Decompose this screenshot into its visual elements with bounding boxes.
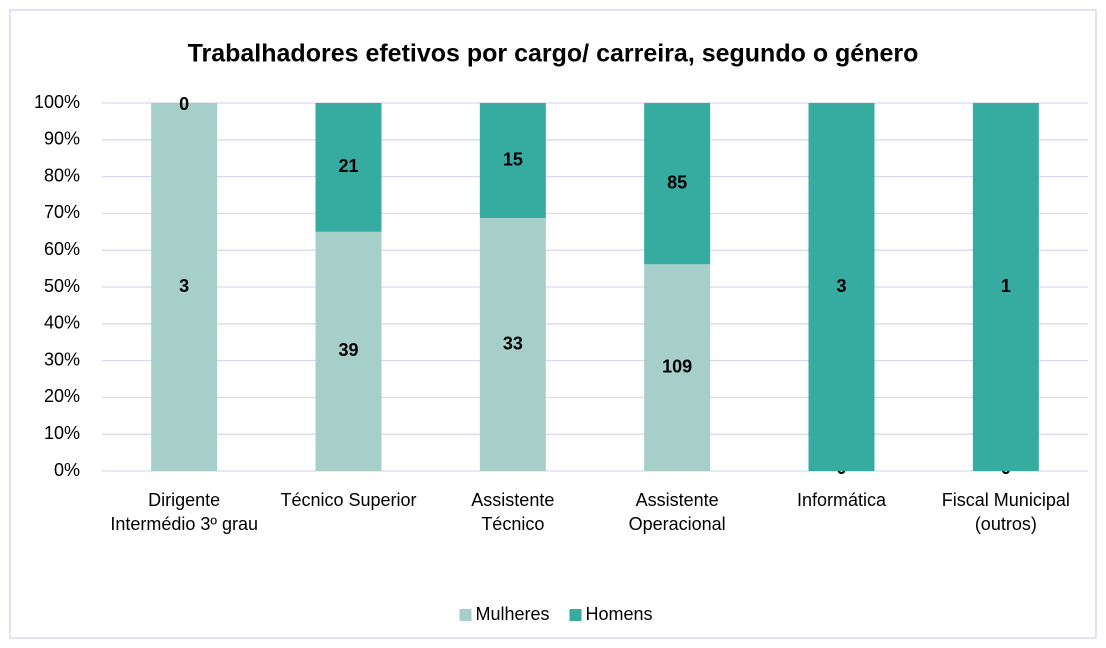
y-tick-label: 80% xyxy=(44,165,80,185)
y-tick-label: 60% xyxy=(44,239,80,259)
legend-swatch xyxy=(459,609,472,621)
data-label: 0 xyxy=(179,94,189,114)
data-label: 39 xyxy=(338,340,358,360)
data-label: 109 xyxy=(662,356,692,376)
y-tick-label: 20% xyxy=(44,386,80,406)
bar-segment xyxy=(315,103,382,232)
y-tick-label: 100% xyxy=(34,92,80,112)
x-tick-label: Informática xyxy=(796,490,887,510)
data-label: 3 xyxy=(836,276,846,296)
y-tick-label: 0% xyxy=(54,460,80,480)
x-tick-label: Técnico Superior xyxy=(280,490,417,510)
y-tick-label: 50% xyxy=(44,276,80,296)
legend-swatch xyxy=(569,609,582,621)
x-tick-label: Dirigente Intermédio 3º grau xyxy=(110,490,258,534)
bar-segment xyxy=(644,103,711,265)
legend-label: Homens xyxy=(586,604,653,624)
y-tick-label: 10% xyxy=(44,423,80,443)
bar-segment xyxy=(151,103,218,471)
bar-segment xyxy=(972,103,1039,471)
y-tick-label: 40% xyxy=(44,313,80,333)
bar-segment xyxy=(315,231,382,471)
x-tick-label: Assistente Técnico xyxy=(471,490,555,534)
bar-segment xyxy=(479,218,546,471)
x-tick-label: Fiscal Municipal (outros) xyxy=(941,490,1070,534)
x-tick-label: Assistente Operacional xyxy=(628,490,726,534)
data-label: 21 xyxy=(338,156,358,176)
y-tick-label: 70% xyxy=(44,202,80,222)
data-label: 15 xyxy=(503,149,523,169)
data-label: 3 xyxy=(179,276,189,296)
bar-segment xyxy=(644,264,711,471)
data-label: 1 xyxy=(1001,276,1011,296)
chart-title: Trabalhadores efetivos por cargo/ carrei… xyxy=(188,40,919,68)
bar-segment xyxy=(479,103,546,218)
legend-label: Mulheres xyxy=(476,604,550,624)
data-label: 85 xyxy=(667,172,687,192)
data-label: 33 xyxy=(503,333,523,353)
y-tick-label: 90% xyxy=(44,129,80,149)
bar-segment xyxy=(808,103,875,471)
y-tick-label: 30% xyxy=(44,349,80,369)
